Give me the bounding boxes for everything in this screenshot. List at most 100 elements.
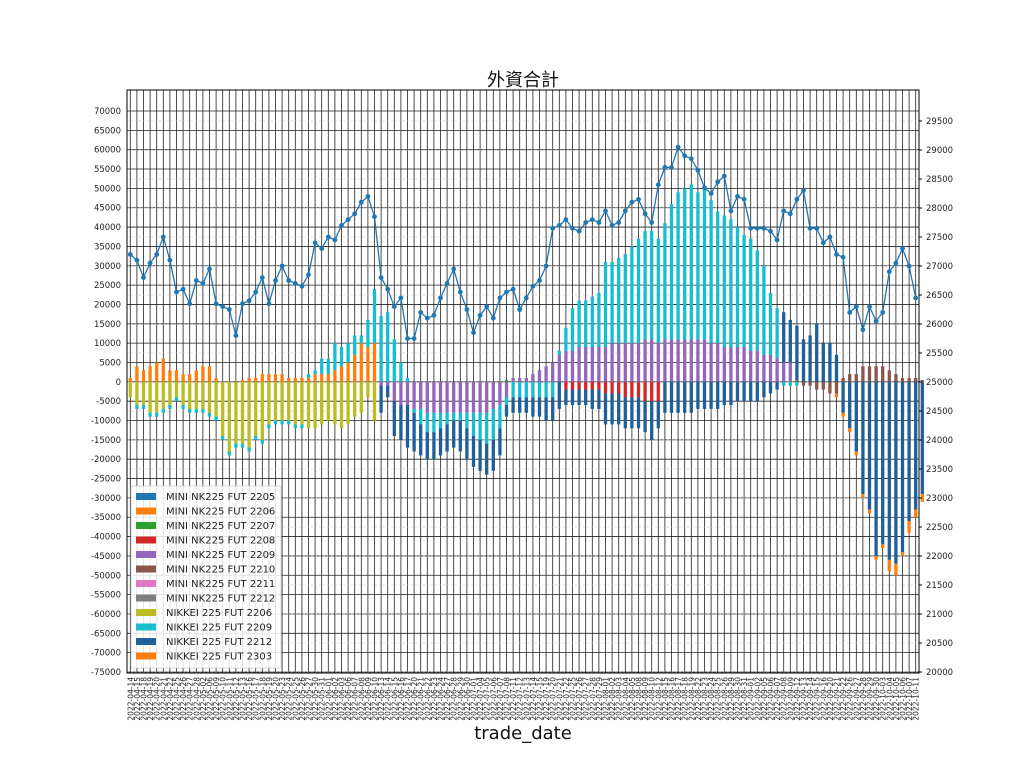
y-tick-label-left: -55000	[91, 591, 121, 601]
bar-segment	[386, 385, 390, 398]
x-tick-label: 2022-09-20	[826, 677, 835, 721]
x-tick-label: 2022-06-13	[377, 677, 386, 721]
price-point	[253, 289, 259, 295]
y-tick-label-left: -20000	[91, 455, 121, 465]
bar-segment	[537, 370, 542, 382]
bar-segment	[557, 354, 561, 382]
x-tick-label: 2022-06-20	[410, 677, 419, 721]
price-point	[827, 234, 833, 240]
bar-segment	[544, 366, 548, 382]
bar-segment	[188, 381, 192, 409]
price-point	[570, 225, 575, 231]
bar-segment	[907, 377, 911, 382]
bar-segment	[570, 389, 575, 406]
bar-segment	[260, 381, 264, 440]
bar-segment	[617, 343, 621, 382]
price-point	[174, 289, 179, 295]
price-point	[814, 225, 820, 231]
legend-label: MINI NK225 FUT 2212	[166, 594, 275, 605]
bar-segment	[214, 377, 218, 382]
x-tick-label: 2022-07-15	[536, 677, 545, 721]
bar-segment	[920, 379, 924, 382]
price-point	[702, 185, 707, 191]
bar-segment	[854, 374, 858, 382]
bar-segment	[432, 432, 436, 460]
bar-segment	[141, 381, 146, 406]
x-tick-label: 2022-07-21	[555, 677, 564, 721]
legend-label: NIKKEI 225 FUT 2212	[166, 637, 272, 648]
bar-segment	[874, 381, 878, 556]
bar-segment	[511, 397, 515, 413]
bar-segment	[663, 339, 667, 382]
x-tick-label: 2022-04-27	[186, 677, 195, 721]
bar-segment	[551, 381, 555, 398]
price-point	[728, 208, 734, 214]
x-tick-label: 2022-05-12	[232, 677, 241, 721]
bar-segment	[788, 362, 792, 382]
legend-swatch	[136, 652, 156, 660]
x-tick-label: 2022-08-17	[674, 677, 683, 721]
y-tick-label-left: -50000	[91, 571, 121, 581]
bar-segment	[894, 374, 898, 382]
x-tick-label: 2022-10-06	[899, 677, 908, 721]
bar-segment	[643, 401, 647, 433]
price-point	[332, 237, 338, 243]
x-tick-label: 2022-05-26	[298, 677, 307, 721]
bar-segment	[438, 428, 443, 456]
bar-segment	[201, 408, 205, 413]
bar-segment	[663, 223, 667, 340]
bar-segment	[412, 408, 416, 413]
bar-segment	[234, 381, 238, 444]
bar-segment	[603, 393, 608, 425]
x-tick-label: 2022-08-01	[602, 677, 611, 721]
bar-segment	[379, 316, 383, 382]
bar-segment	[570, 308, 575, 351]
bar-segment	[867, 381, 872, 510]
legend-swatch	[136, 536, 156, 544]
bar-segment	[372, 343, 377, 382]
y-tick-label-right: 20000	[926, 668, 953, 678]
y-tick-label-left: -40000	[91, 533, 121, 543]
bar-segment	[643, 339, 647, 382]
y-tick-label-right: 21000	[926, 610, 953, 620]
price-point	[768, 228, 773, 234]
bar-segment	[194, 408, 198, 413]
bar-segment	[273, 420, 278, 425]
bar-segment	[768, 381, 773, 394]
bar-segment	[346, 362, 350, 382]
price-point	[563, 217, 569, 223]
price-point	[906, 263, 912, 269]
bar-segment	[729, 219, 733, 348]
bar-segment	[333, 343, 337, 371]
bar-segment	[841, 412, 845, 417]
y-tick-label-left: -70000	[91, 649, 121, 659]
x-axis: 2022-04-142022-04-152022-04-182022-04-19…	[126, 677, 920, 721]
x-tick-label: 2022-08-25	[714, 677, 723, 721]
bar-segment	[623, 343, 627, 382]
bar-segment	[887, 370, 891, 382]
x-tick-label: 2022-05-20	[272, 677, 281, 721]
price-point	[741, 196, 747, 202]
bar-segment	[755, 250, 759, 351]
price-point	[517, 307, 523, 312]
bar-segment	[834, 393, 839, 398]
bar-segment	[188, 374, 192, 382]
bar-segment	[194, 381, 198, 409]
price-point	[220, 304, 226, 309]
bar-segment	[214, 381, 218, 417]
price-point	[886, 269, 892, 275]
bar-segment	[207, 412, 212, 417]
bar-segment	[485, 381, 489, 413]
bar-segment	[683, 381, 687, 413]
bar-segment	[392, 381, 396, 402]
y-tick-label-right: 27000	[926, 262, 953, 272]
x-tick-label: 2022-05-31	[318, 677, 327, 721]
legend-label: NIKKEI 225 FUT 2209	[166, 623, 272, 634]
bar-segment	[458, 412, 462, 421]
x-tick-label: 2022-09-30	[872, 677, 881, 721]
bar-segment	[656, 343, 660, 382]
price-point	[807, 225, 813, 231]
y-tick-label-right: 22500	[926, 523, 953, 533]
price-point	[510, 286, 516, 292]
